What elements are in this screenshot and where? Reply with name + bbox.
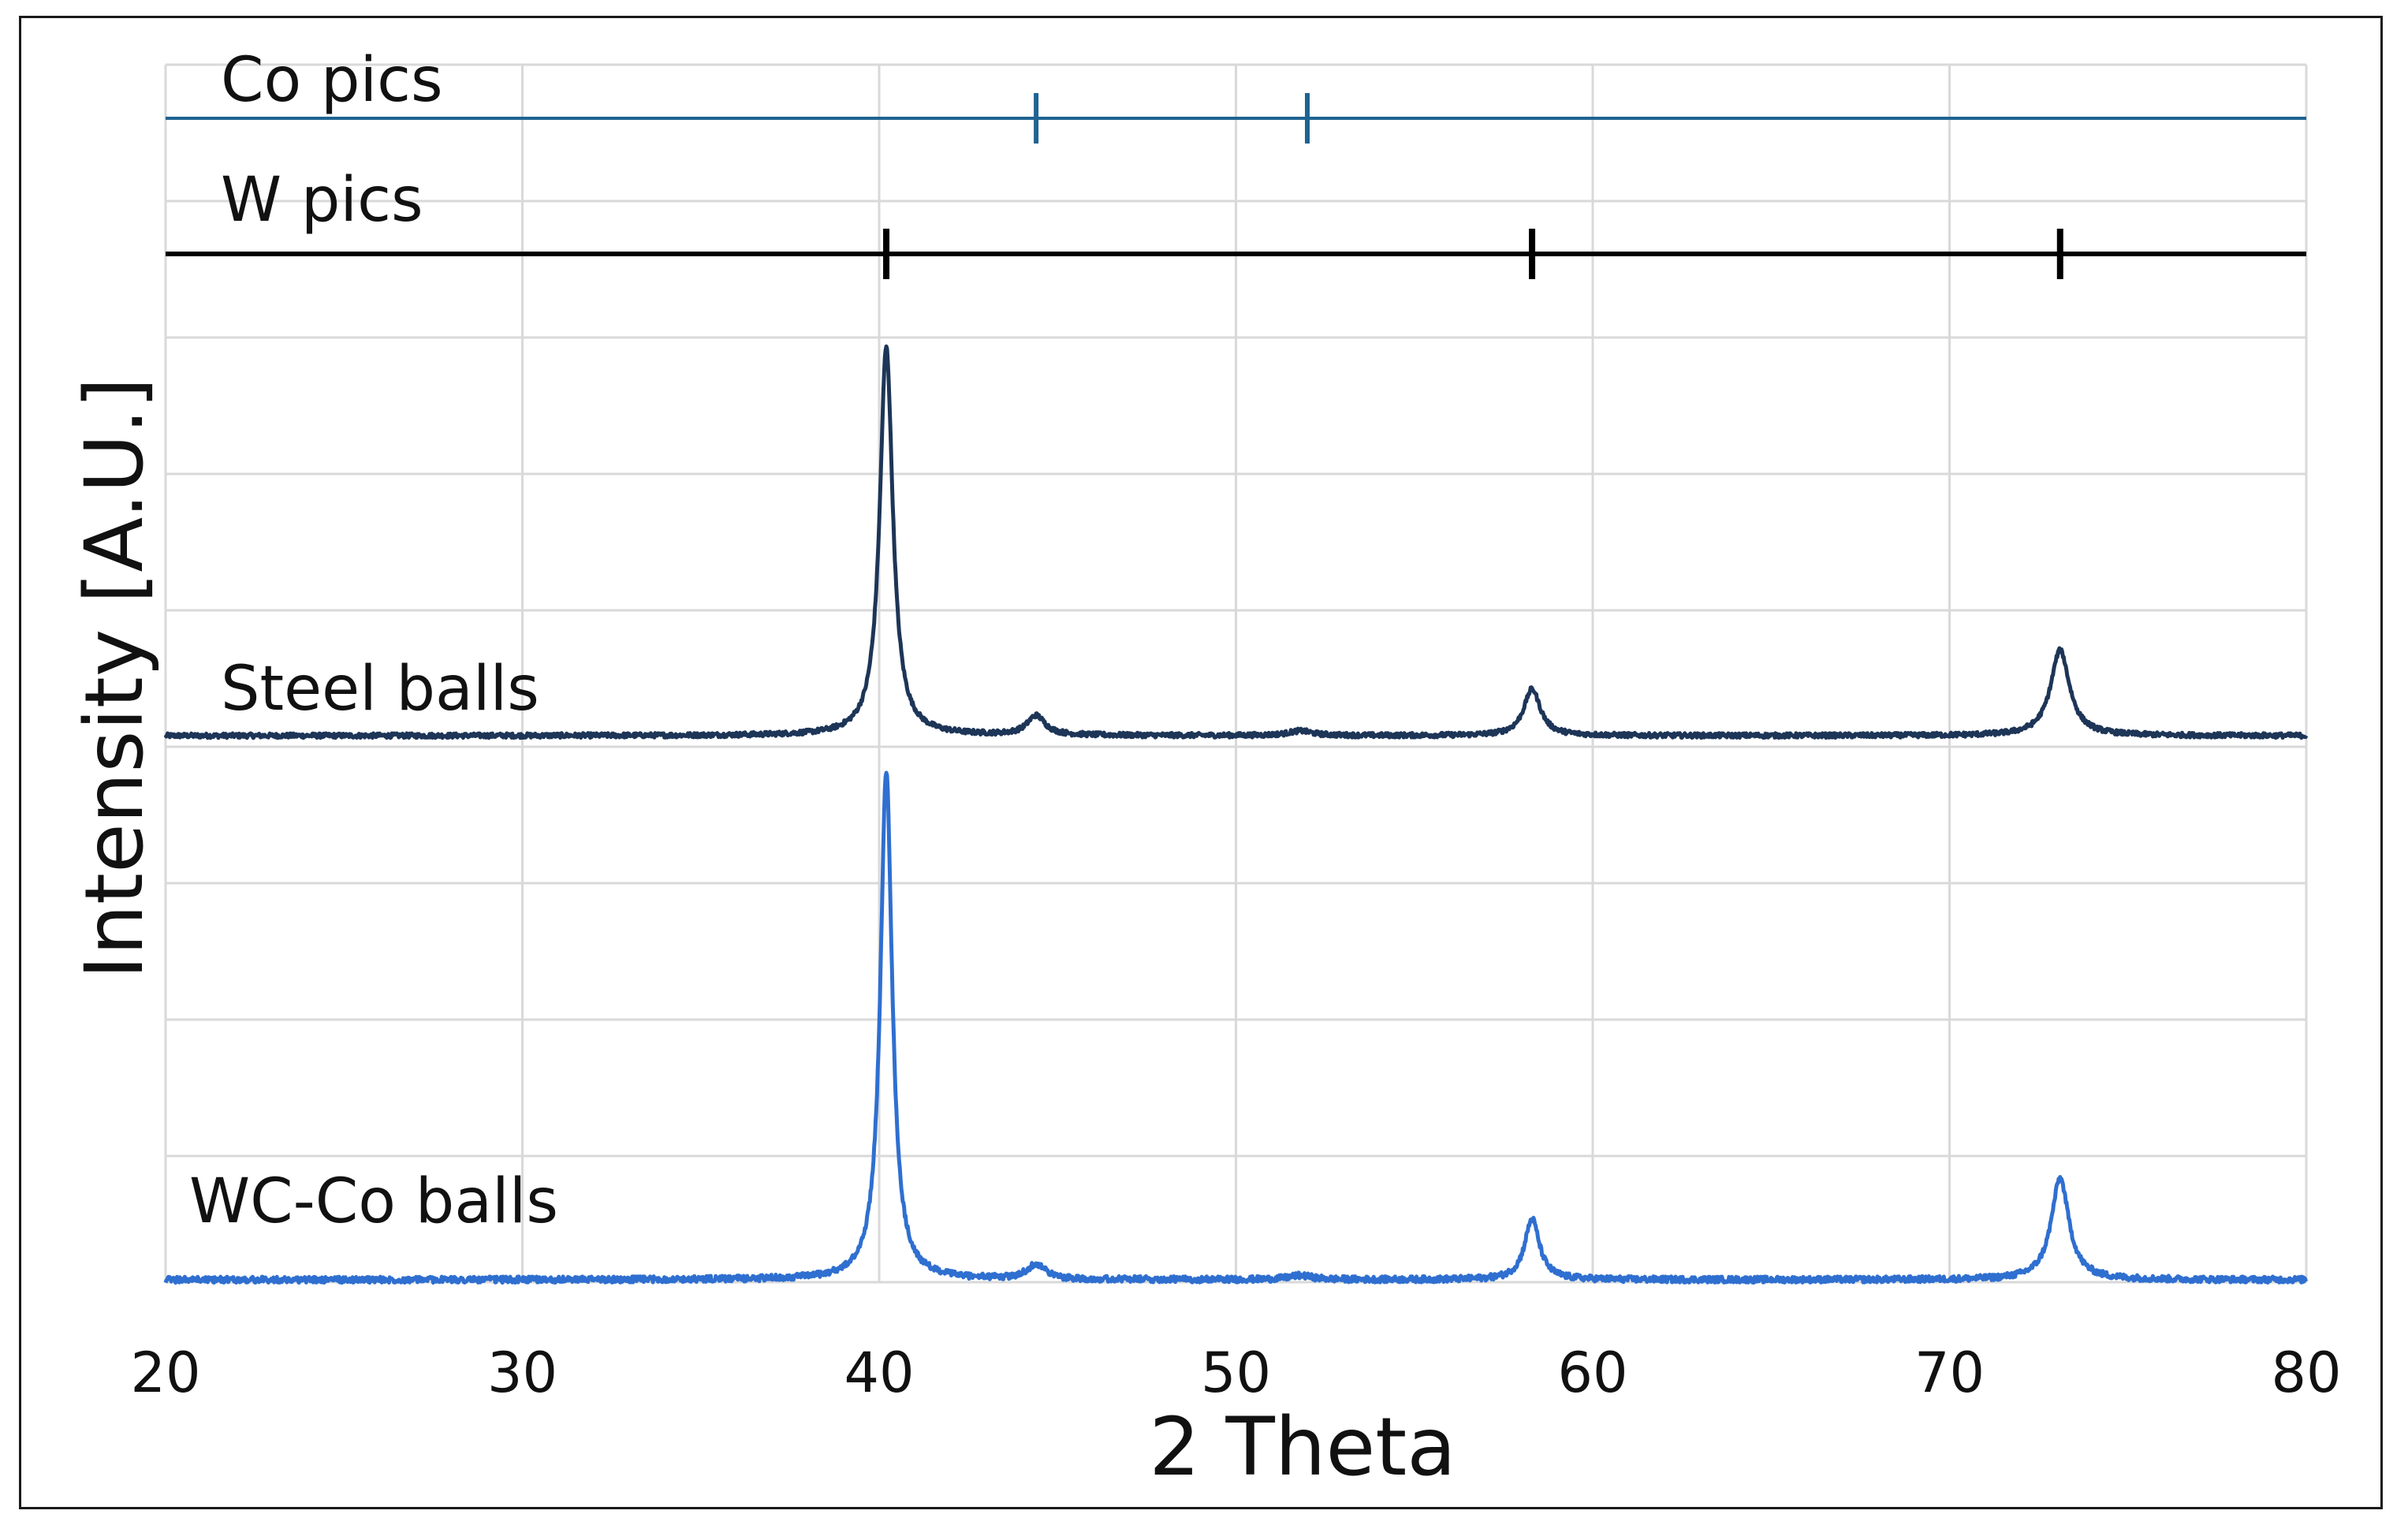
- x-tick-label: 60: [1557, 1341, 1627, 1405]
- series-line: [163, 770, 2309, 1285]
- grid-lines: [164, 63, 2308, 1284]
- co-pics-label: Co pics: [221, 45, 443, 116]
- steel-balls-label: Steel balls: [221, 654, 539, 725]
- x-axis-title: 2 Theta: [1149, 1400, 1456, 1494]
- chart-labels: Co pics W pics Steel balls WC-Co balls 2…: [68, 45, 1456, 1494]
- series-line: [163, 344, 2309, 740]
- series-lines: [163, 344, 2309, 1285]
- x-tick-label: 40: [844, 1341, 914, 1405]
- x-tick-label: 50: [1201, 1341, 1271, 1405]
- x-tick-labels: 20 30 40 50 60 70 80: [130, 1341, 2341, 1405]
- w-pics-label: W pics: [221, 165, 423, 236]
- reference-markers: [166, 93, 2306, 279]
- y-axis-title: Intensity [A.U.]: [68, 377, 162, 979]
- x-tick-label: 20: [130, 1341, 200, 1405]
- wc-co-balls-label: WC-Co balls: [189, 1166, 558, 1237]
- x-tick-label: 80: [2271, 1341, 2341, 1405]
- figure-frame: [19, 16, 2383, 1509]
- x-tick-label: 30: [487, 1341, 557, 1405]
- x-tick-label: 70: [1914, 1341, 1985, 1405]
